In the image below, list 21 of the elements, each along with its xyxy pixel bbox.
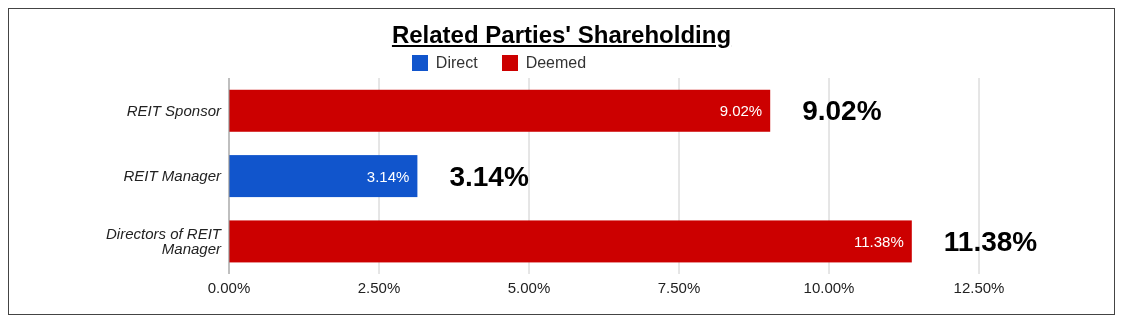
chart-title: Related Parties' Shareholding [390, 20, 733, 49]
total-label: 3.14% [449, 160, 529, 192]
x-tick-label: 12.50% [953, 278, 1005, 296]
data-label: 9.02% [719, 102, 763, 120]
x-tick-label: 7.50% [657, 278, 701, 296]
total-label: 11.38% [943, 225, 1038, 257]
data-label: 3.14% [366, 167, 410, 185]
total-label: 9.02% [802, 95, 882, 127]
x-tick-label: 2.50% [357, 278, 401, 296]
y-tick-label: REIT Sponsor [126, 101, 222, 119]
data-label: 11.38% [854, 232, 904, 250]
bar [229, 155, 418, 198]
legend-label: Deemed [524, 54, 587, 72]
legend-label: Direct [434, 54, 478, 72]
x-tick-label: 10.00% [803, 278, 855, 296]
x-tick-label: 0.00% [207, 278, 251, 296]
y-tick-label: REIT Manager [123, 167, 222, 185]
x-tick-label: 5.00% [507, 278, 551, 296]
bar [229, 89, 771, 132]
bar [229, 220, 912, 263]
y-tick-label: Directors of REIT Manager [105, 225, 223, 258]
